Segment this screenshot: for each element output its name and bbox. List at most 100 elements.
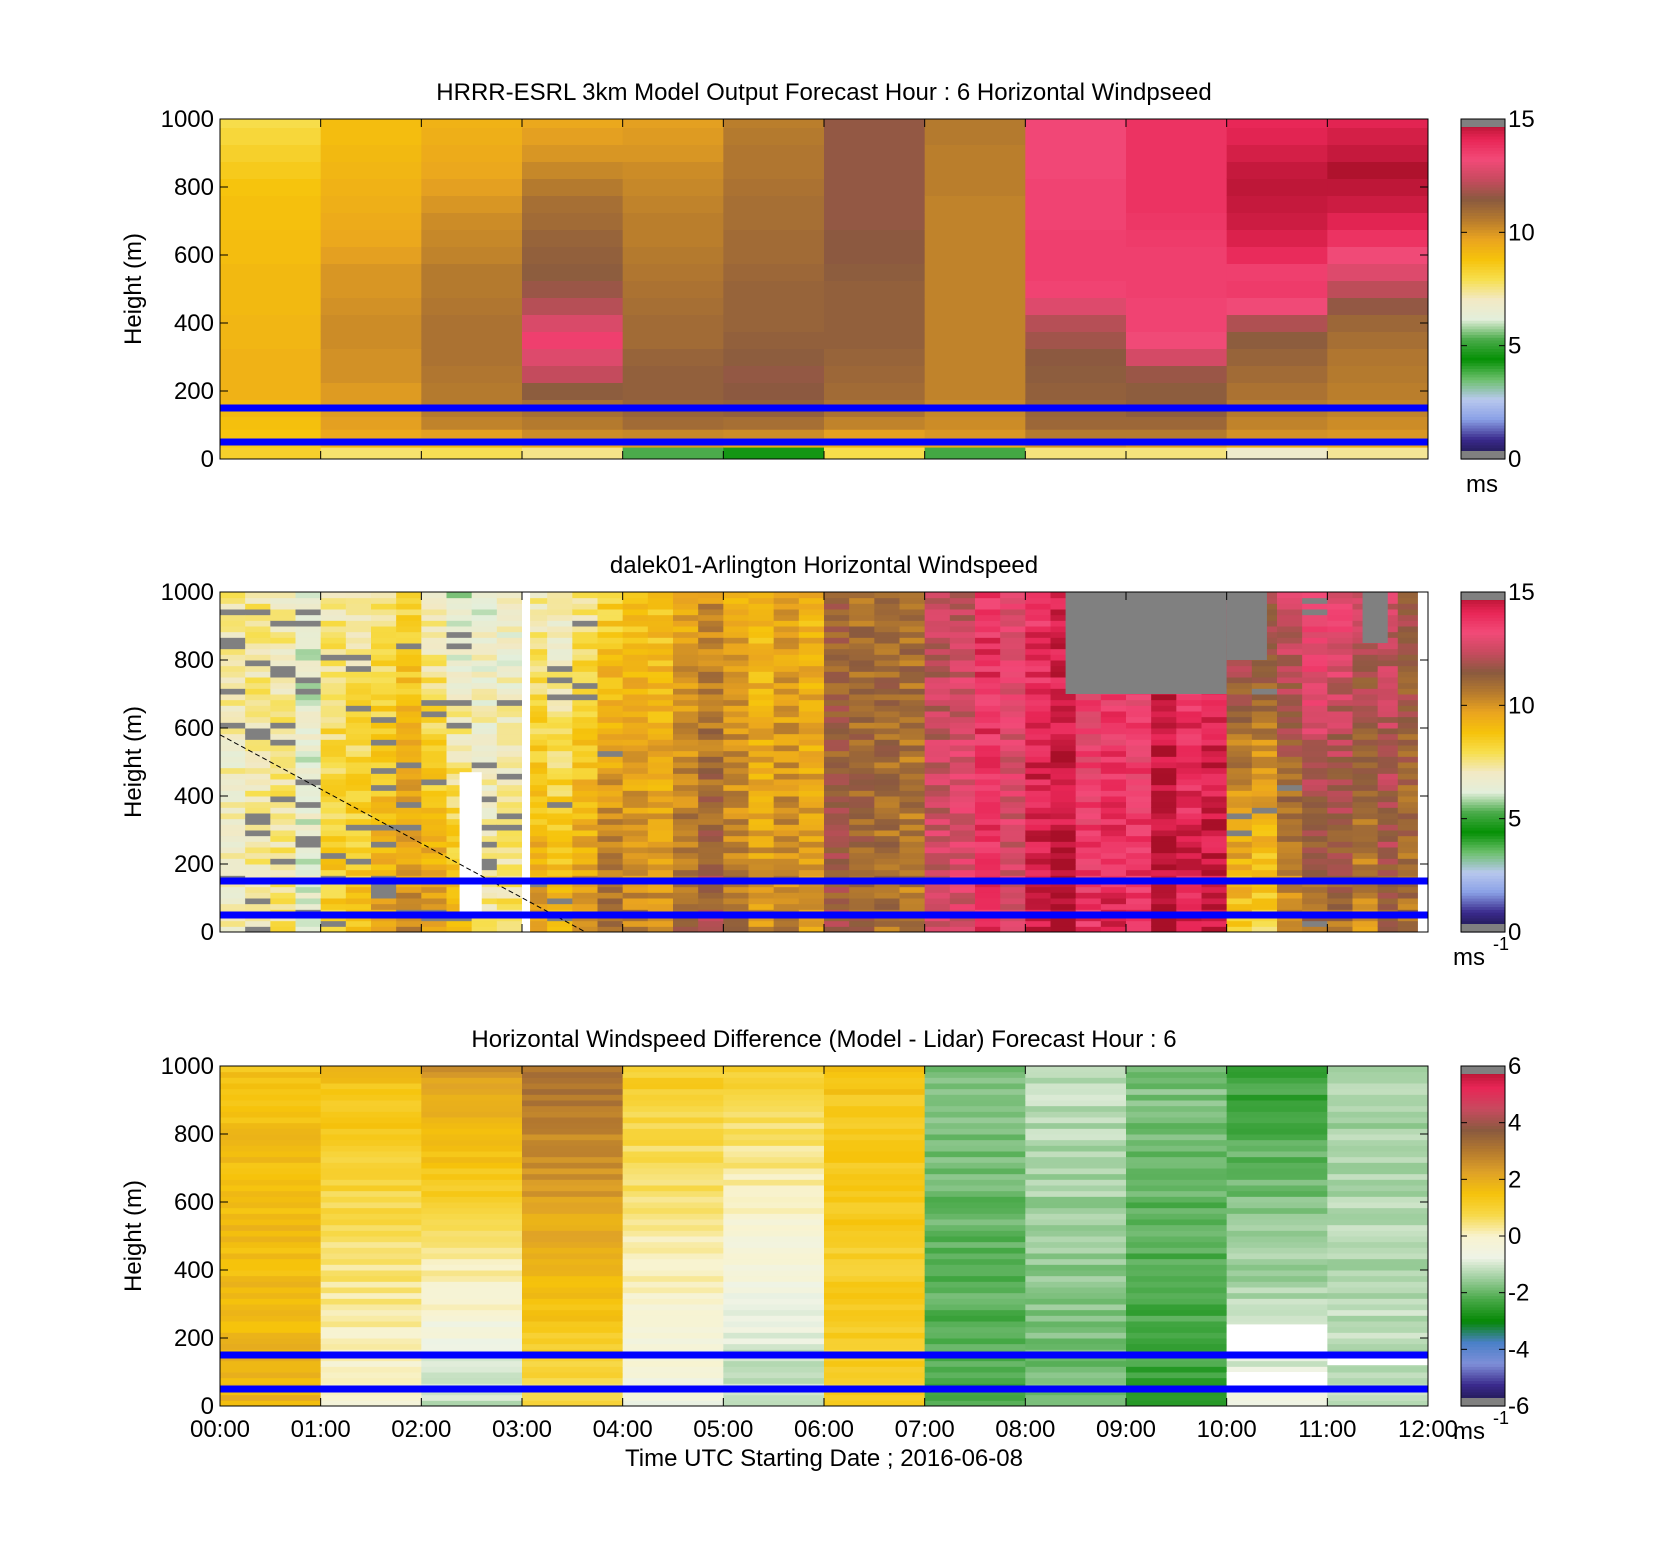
heatmap-cell [1025,677,1051,684]
heatmap-cell [220,711,246,718]
heatmap-cell [1176,796,1202,803]
heatmap-cell [622,767,649,774]
heatmap-cell [1397,762,1419,769]
heatmap-cell [698,847,724,854]
heatmap-cell [1176,756,1202,763]
heatmap-cell [975,824,1001,831]
heatmap-cell [748,813,775,820]
heatmap-cell [245,903,271,910]
heatmap-cell [1025,864,1051,871]
heatmap-cell [220,886,246,893]
heatmap-cell [295,694,322,701]
heatmap-cell [421,1400,523,1406]
heatmap-cell [270,648,296,655]
heatmap-cell [1302,796,1328,803]
heatmap-cell [798,592,825,599]
heatmap-cell [824,1179,926,1186]
heatmap-cell [220,722,246,729]
heatmap-cell [824,1332,926,1339]
heatmap-cell [446,677,473,684]
heatmap-cell [1226,733,1253,740]
heatmap-cell [748,705,775,712]
heatmap-cell [849,648,875,655]
heatmap-cell [1377,671,1399,678]
heatmap-cell [522,1236,624,1243]
heatmap-cell [723,1083,825,1090]
heatmap-cell [949,847,976,854]
heatmap-cell [622,750,649,757]
heatmap-cell [1302,739,1328,746]
heatmap-cell [723,813,749,820]
heatmap-cell [1302,682,1328,689]
heatmap-cell [924,297,1026,315]
heatmap-cell [396,773,422,780]
heatmap-cell [320,733,347,740]
colorbar-segment [1461,753,1505,757]
heatmap-cell [1201,716,1228,723]
heatmap-cell [270,643,296,650]
heatmap-cell [345,807,372,814]
x-tick-label: 09:00 [1096,1416,1156,1443]
colorbar-segment [1461,141,1505,146]
heatmap-cell [975,699,1001,706]
heatmap-cell [1377,648,1399,655]
heatmap-cell [522,903,548,910]
heatmap-cell [924,1230,1026,1237]
heatmap-cell [547,603,573,610]
heatmap-cell [522,1071,624,1078]
heatmap-cell [924,847,951,854]
colorbar-segment [1461,827,1505,831]
heatmap-cell [597,665,624,672]
heatmap-cell [1251,784,1278,791]
heatmap-cell [1377,898,1399,905]
heatmap-cell [1327,767,1353,774]
heatmap-cell [748,631,775,638]
heatmap-cell [1075,762,1102,769]
colorbar-segment [1461,1343,1505,1348]
heatmap-cell [723,762,749,769]
heatmap-cell [1277,677,1303,684]
heatmap-cell [1126,852,1152,859]
heatmap-cell [220,699,246,706]
heatmap-cell [798,852,825,859]
heatmap-cell [798,858,825,865]
heatmap-cell [220,1338,322,1345]
heatmap-cell [245,660,271,667]
heatmap-cell [597,926,624,932]
heatmap-cell [723,331,825,349]
heatmap-cell [798,779,825,786]
heatmap-cell [899,705,926,712]
heatmap-cell [1000,614,1026,621]
heatmap-cell [798,813,825,820]
heatmap-cell [874,824,900,831]
heatmap-cell [698,813,724,820]
heatmap-cell [345,926,372,932]
colorbar-segment [1461,226,1505,231]
heatmap-cell [371,603,397,610]
heatmap-cell [622,603,649,610]
heatmap-cell [1397,688,1419,695]
heatmap-cell [1302,716,1328,723]
y-tick-label: 400 [174,783,214,810]
heatmap-cell [698,886,724,893]
heatmap-cell [396,716,422,723]
colorbar-segment [1461,127,1505,131]
heatmap-cell [1327,119,1428,128]
heatmap-cell [1226,1224,1328,1231]
heatmap-cell [597,779,624,786]
colorbar-segment [1461,1238,1505,1243]
colorbar-segment [1461,1304,1505,1308]
heatmap-cell [220,119,322,128]
heatmap-cell [1025,733,1051,740]
heatmap-cell [924,314,1026,332]
colorbar-segment [1461,617,1505,621]
heatmap-cell [899,756,926,763]
colorbar-segment [1461,883,1505,888]
heatmap-cell [396,699,422,706]
heatmap-cell [647,705,674,712]
heatmap-cell [1397,767,1419,774]
y-tick-label: 0 [201,446,214,473]
heatmap-cell [975,620,1001,627]
heatmap-cell [496,767,523,774]
heatmap-cell [723,280,825,298]
